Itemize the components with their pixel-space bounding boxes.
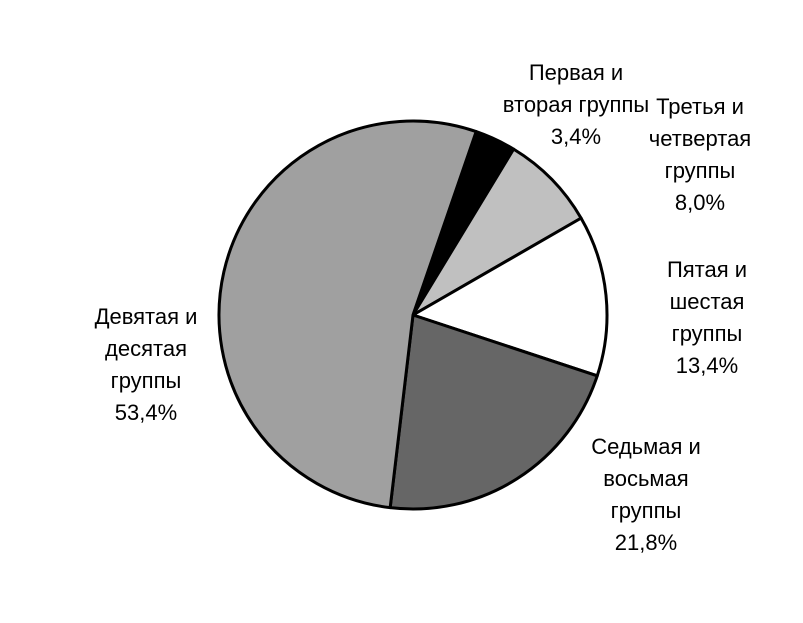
- pie-slice: [411, 147, 583, 317]
- value-label: 21,8%: [614, 530, 678, 555]
- pie-slice: [217, 119, 478, 510]
- slice-label: Девятая и десятая группы 53,4%: [71, 301, 221, 429]
- value-label: 13,4%: [675, 353, 739, 378]
- slice-label: Третья и четвертая группы 8,0%: [625, 91, 775, 219]
- category-label: Первая и вторая группы: [502, 60, 650, 117]
- category-label: Пятая и шестая группы: [666, 257, 748, 346]
- category-label: Седьмая и восьмая группы: [591, 434, 701, 523]
- value-label: 3,4%: [550, 124, 602, 149]
- category-label: Третья и четвертая группы: [648, 94, 752, 183]
- value-label: 8,0%: [674, 190, 726, 215]
- slice-label: Пятая и шестая группы 13,4%: [632, 254, 782, 382]
- slice-label: Первая и вторая группы 3,4%: [501, 57, 651, 153]
- pie-slice: [411, 216, 609, 378]
- pie-slice: [388, 313, 599, 511]
- slice-label: Седьмая и восьмая группы 21,8%: [571, 431, 721, 559]
- value-label: 53,4%: [114, 400, 178, 425]
- category-label: Девятая и десятая группы: [94, 304, 198, 393]
